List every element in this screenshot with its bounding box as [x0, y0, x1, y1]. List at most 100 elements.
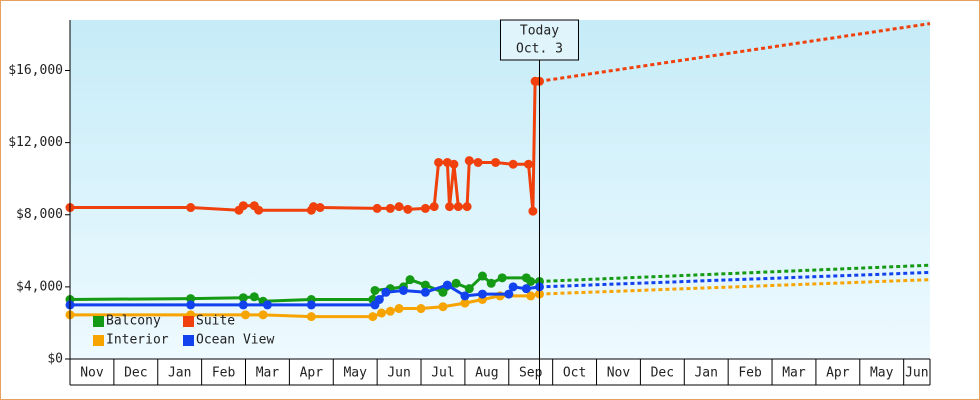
point: [524, 159, 534, 169]
point: [398, 285, 408, 295]
point: [504, 289, 514, 299]
x-tick-label: Dec: [651, 366, 674, 381]
point: [420, 203, 430, 213]
point: [403, 204, 413, 214]
y-tick-label: $4,000: [16, 279, 63, 294]
point: [508, 159, 518, 169]
point: [381, 287, 391, 297]
point: [451, 278, 461, 288]
legend-swatch: [93, 335, 104, 346]
point: [491, 157, 501, 167]
point: [377, 308, 387, 318]
point: [238, 300, 248, 310]
point: [372, 203, 382, 213]
point: [186, 294, 196, 304]
point: [374, 294, 384, 304]
today-label: Today: [520, 24, 559, 39]
point: [464, 156, 474, 166]
point: [420, 287, 430, 297]
x-tick-label: Feb: [738, 366, 762, 381]
y-tick-label: $0: [47, 352, 63, 367]
x-tick-label: Jun: [905, 366, 928, 381]
forecast-line: [539, 270, 931, 289]
legend-swatch: [183, 335, 194, 346]
point: [315, 203, 325, 213]
point: [526, 276, 536, 286]
point: [462, 202, 472, 212]
point: [445, 202, 455, 212]
point: [464, 284, 474, 294]
point: [306, 312, 316, 322]
y-tick-label: $12,000: [8, 135, 63, 150]
point: [306, 300, 316, 310]
point: [438, 287, 448, 297]
legend-label: Balcony: [106, 314, 161, 329]
point: [238, 293, 248, 303]
point: [438, 302, 448, 312]
point: [460, 298, 470, 308]
forecast-line: [539, 263, 931, 283]
x-tick-label: May: [870, 366, 894, 381]
point: [521, 284, 531, 294]
point: [254, 205, 264, 215]
y-tick-label: $16,000: [8, 63, 63, 78]
point: [385, 306, 395, 316]
x-tick-label: Dec: [124, 366, 147, 381]
point: [449, 159, 459, 169]
x-tick-label: Mar: [256, 366, 280, 381]
point: [309, 202, 319, 212]
x-tick-label: Jan: [168, 366, 191, 381]
legend-label: Interior: [106, 333, 169, 348]
point: [473, 157, 483, 167]
point: [442, 280, 452, 290]
x-tick-label: Jan: [694, 366, 717, 381]
x-tick-label: Apr: [826, 366, 850, 381]
x-tick-label: Feb: [212, 366, 236, 381]
point: [394, 202, 404, 212]
point: [262, 300, 272, 310]
point: [508, 282, 518, 292]
legend-swatch: [183, 316, 194, 327]
x-tick-label: Oct: [563, 366, 586, 381]
point: [368, 312, 378, 322]
point: [477, 271, 487, 281]
x-tick-label: Sep: [519, 366, 543, 381]
point: [416, 304, 426, 314]
legend-label: Suite: [196, 314, 235, 329]
point: [486, 278, 496, 288]
point: [434, 157, 444, 167]
point: [258, 310, 268, 320]
plot-layer: $0 $4,000 $8,000 $12,000 $16,000 Nov Dec Jan Feb…: [8, 19, 931, 386]
point: [429, 202, 439, 212]
x-tick-label: Jul: [431, 366, 454, 381]
x-tick-label: May: [343, 366, 367, 381]
point: [477, 289, 487, 299]
today-date: Oct. 3: [516, 42, 563, 57]
point: [238, 201, 248, 211]
x-tick-label: Nov: [80, 366, 104, 381]
point: [186, 300, 196, 310]
point: [526, 291, 536, 301]
point: [249, 292, 259, 302]
legend-swatch: [93, 316, 104, 327]
point: [370, 285, 380, 295]
point: [528, 206, 538, 216]
point: [405, 275, 415, 285]
point: [186, 203, 196, 213]
forecast-line: [539, 22, 931, 83]
x-tick-label: Apr: [300, 366, 324, 381]
point: [394, 304, 404, 314]
point: [460, 291, 470, 301]
forecast-line: [539, 278, 931, 296]
x-tick-label: Mar: [782, 366, 806, 381]
today-box: [499, 19, 579, 61]
x-tick-label: Jun: [387, 366, 410, 381]
x-tick-label: Aug: [475, 366, 498, 381]
point: [420, 280, 430, 290]
plot-background: [70, 20, 930, 359]
x-tick-label: Nov: [607, 366, 631, 381]
y-tick-label: $8,000: [16, 207, 63, 222]
legend-label: Ocean View: [196, 333, 274, 348]
